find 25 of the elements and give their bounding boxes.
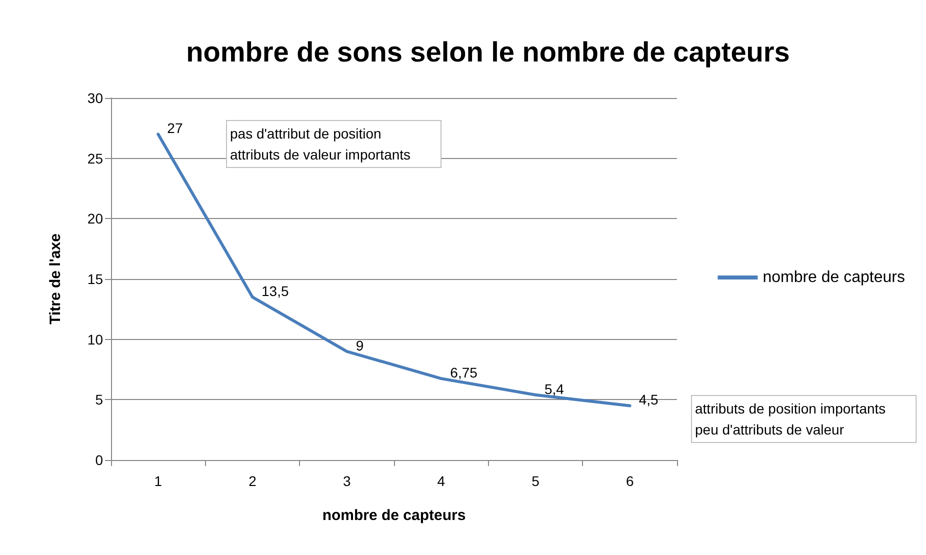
y-tick-label: 10 bbox=[87, 331, 104, 348]
annotation: pas d'attribut de position attributs de valeur importants bbox=[230, 126, 411, 162]
y-tick-label: 20 bbox=[87, 210, 104, 227]
x-tick-label: 1 bbox=[154, 473, 162, 489]
data-label: 4,5 bbox=[638, 392, 659, 408]
legend-label: nombre de capteurs bbox=[762, 269, 906, 286]
y-axis-title: Titre de l'axe bbox=[47, 234, 64, 324]
text: attributs de position importants peu d'attributs de valeur bbox=[695, 400, 886, 438]
x-tick-label: 3 bbox=[342, 473, 351, 489]
data-label: 9 bbox=[356, 337, 364, 354]
x-tick-label: 6 bbox=[626, 473, 634, 489]
chart-title: nombre de sons selon le nombre de capteurs bbox=[186, 36, 790, 68]
data-label: 5,4 bbox=[544, 380, 564, 397]
y-tick-label: 15 bbox=[87, 271, 104, 287]
x-tick-label: 2 bbox=[248, 473, 257, 489]
y-tick-label: 5 bbox=[95, 392, 104, 408]
data-label: 6,75 bbox=[450, 364, 478, 381]
y-tick-label: 30 bbox=[87, 90, 104, 106]
x-tick-label: 5 bbox=[532, 473, 540, 489]
data-label: 13,5 bbox=[262, 283, 289, 300]
y-tick-label: 25 bbox=[87, 150, 104, 166]
x-tick-label: 4 bbox=[437, 473, 446, 489]
x-axis-title: nombre de capteurs bbox=[322, 507, 466, 524]
y-tick-label: 0 bbox=[95, 452, 104, 468]
data-label: 27 bbox=[167, 120, 183, 136]
